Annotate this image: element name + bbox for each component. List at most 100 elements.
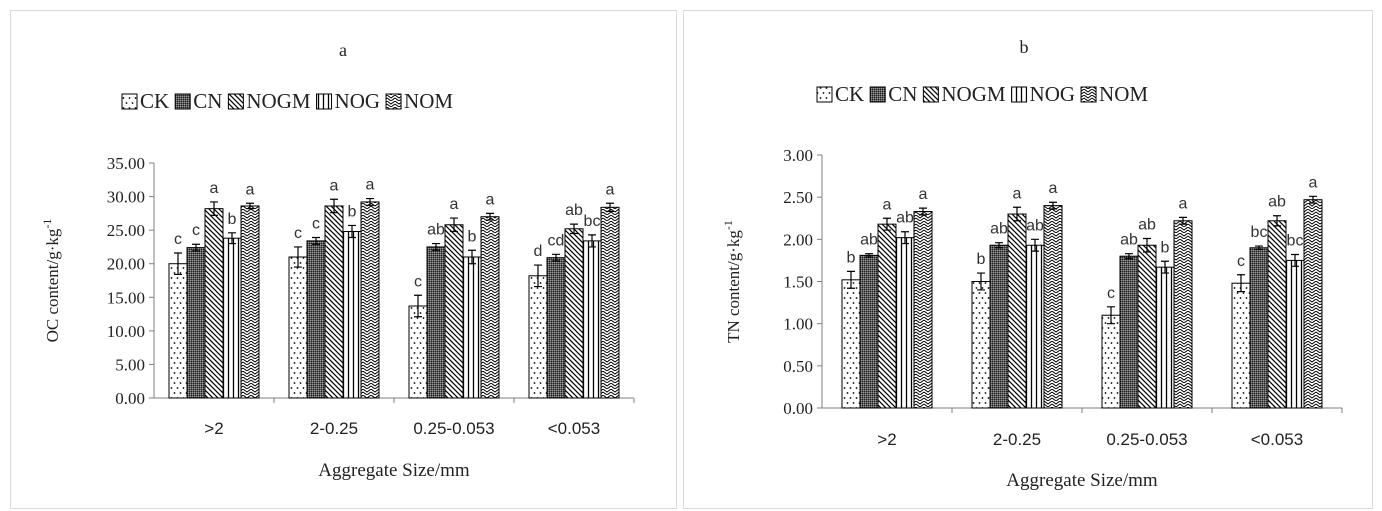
error-bar <box>977 272 985 291</box>
significance-label: cd <box>548 232 565 249</box>
significance-label: b <box>228 211 237 228</box>
y-tick-label: 25.00 <box>107 221 145 240</box>
x-tick-label: 2-0.25 <box>310 419 358 438</box>
legend-label: NOGM <box>246 89 310 113</box>
bar-nog <box>342 230 362 399</box>
error-bar <box>570 223 578 235</box>
legend-swatch <box>816 86 833 103</box>
error-bar <box>1179 216 1187 225</box>
significance-label: a <box>246 181 255 198</box>
bar-nog <box>582 240 602 399</box>
bar-ck <box>288 256 308 399</box>
y-tick-label: 0.00 <box>115 389 145 408</box>
bar-ck <box>971 281 991 409</box>
error-bar <box>246 202 254 210</box>
y-tick-label: 2.50 <box>783 188 813 207</box>
significance-label: c <box>192 222 200 239</box>
significance-label: a <box>486 191 495 208</box>
error-bar <box>606 202 614 212</box>
bar-cn <box>306 240 326 399</box>
y-tick-label: 1.50 <box>783 273 813 292</box>
error-bar <box>192 243 200 252</box>
error-bar <box>1143 237 1151 253</box>
bar-nom <box>1043 205 1063 409</box>
error-bar <box>919 207 927 216</box>
legend-label: CN <box>888 82 917 106</box>
legend-swatch <box>869 86 886 103</box>
significance-label: c <box>1107 285 1115 302</box>
error-bar <box>552 253 560 262</box>
significance-label: c <box>414 273 422 290</box>
bar-ck <box>168 263 188 399</box>
significance-label: ab <box>896 210 914 227</box>
significance-label: ab <box>990 221 1008 238</box>
bar-nogm <box>1137 244 1157 409</box>
y-tick-label: 1.00 <box>783 315 813 334</box>
legend-swatch <box>385 93 402 110</box>
significance-label: ab <box>1268 194 1286 211</box>
significance-label: b <box>1161 239 1170 256</box>
error-bar <box>1013 206 1021 222</box>
y-tick-label: 0.00 <box>783 399 813 418</box>
legend-item-nom: NOM <box>385 89 453 113</box>
x-tick-label: <0.053 <box>1251 430 1303 449</box>
bar-nom <box>913 211 933 409</box>
bar-nog <box>1285 259 1305 409</box>
bar-cn <box>859 254 879 409</box>
error-bar <box>450 217 458 233</box>
bar-nom <box>480 216 500 399</box>
significance-label: d <box>534 243 543 260</box>
error-bar <box>588 234 596 248</box>
y-tick-label: 5.00 <box>115 355 145 374</box>
bar-nogm <box>877 223 897 409</box>
error-bar <box>174 252 182 276</box>
error-bar <box>995 242 1003 249</box>
significance-label: c <box>1237 253 1245 270</box>
significance-label: c <box>312 216 320 233</box>
bar-nom <box>600 206 620 399</box>
error-bar <box>534 264 542 288</box>
significance-label: bc <box>1287 233 1304 250</box>
significance-label: a <box>606 181 615 198</box>
bar-cn <box>1249 247 1269 409</box>
error-bar <box>348 224 356 239</box>
legend-label: NOG <box>335 89 381 113</box>
significance-label: a <box>210 180 219 197</box>
significance-label: b <box>348 203 357 220</box>
y-tick-label: 3.00 <box>783 146 813 165</box>
significance-label: a <box>919 186 928 203</box>
legend-item-ck: CK <box>121 89 169 113</box>
y-tick-label: 30.00 <box>107 188 145 207</box>
bar-nom <box>1303 199 1323 409</box>
error-bar <box>1125 253 1133 260</box>
error-bar <box>414 294 422 318</box>
error-bar <box>1161 260 1169 274</box>
significance-label: bc <box>584 213 601 230</box>
bar-nog <box>895 237 915 409</box>
bar-nom <box>1173 220 1193 409</box>
significance-label: ab <box>565 202 583 219</box>
y-tick-label: 10.00 <box>107 322 145 341</box>
y-tick-label: 20.00 <box>107 255 145 274</box>
significance-label: a <box>330 177 339 194</box>
error-bar <box>1291 253 1299 267</box>
legend-item-nog: NOG <box>316 89 381 113</box>
error-bar <box>847 270 855 289</box>
bar-cn <box>989 244 1009 409</box>
error-bar <box>901 231 909 245</box>
legend: CK CN NOGM NOG NOM <box>121 89 453 113</box>
x-tick-label: >2 <box>877 430 896 449</box>
legend-swatch <box>121 93 138 110</box>
error-bar <box>294 246 302 268</box>
significance-label: ab <box>1138 216 1156 233</box>
error-bar <box>210 201 218 216</box>
bar-nogm <box>204 208 224 399</box>
significance-label: b <box>847 249 856 266</box>
legend-label: NOM <box>1099 82 1148 106</box>
significance-label: c <box>174 231 182 248</box>
y-axis-label: TN content/g·kg-1 <box>721 220 743 343</box>
chart-panel-b: b CK CN NOGM NOG NOM 0.00 0.50 1.00 1.50 2.00 2.50 3… <box>683 10 1373 509</box>
error-bar <box>330 198 338 214</box>
bar-ck <box>1101 314 1121 409</box>
x-axis-label: Aggregate Size/mm <box>318 460 470 481</box>
